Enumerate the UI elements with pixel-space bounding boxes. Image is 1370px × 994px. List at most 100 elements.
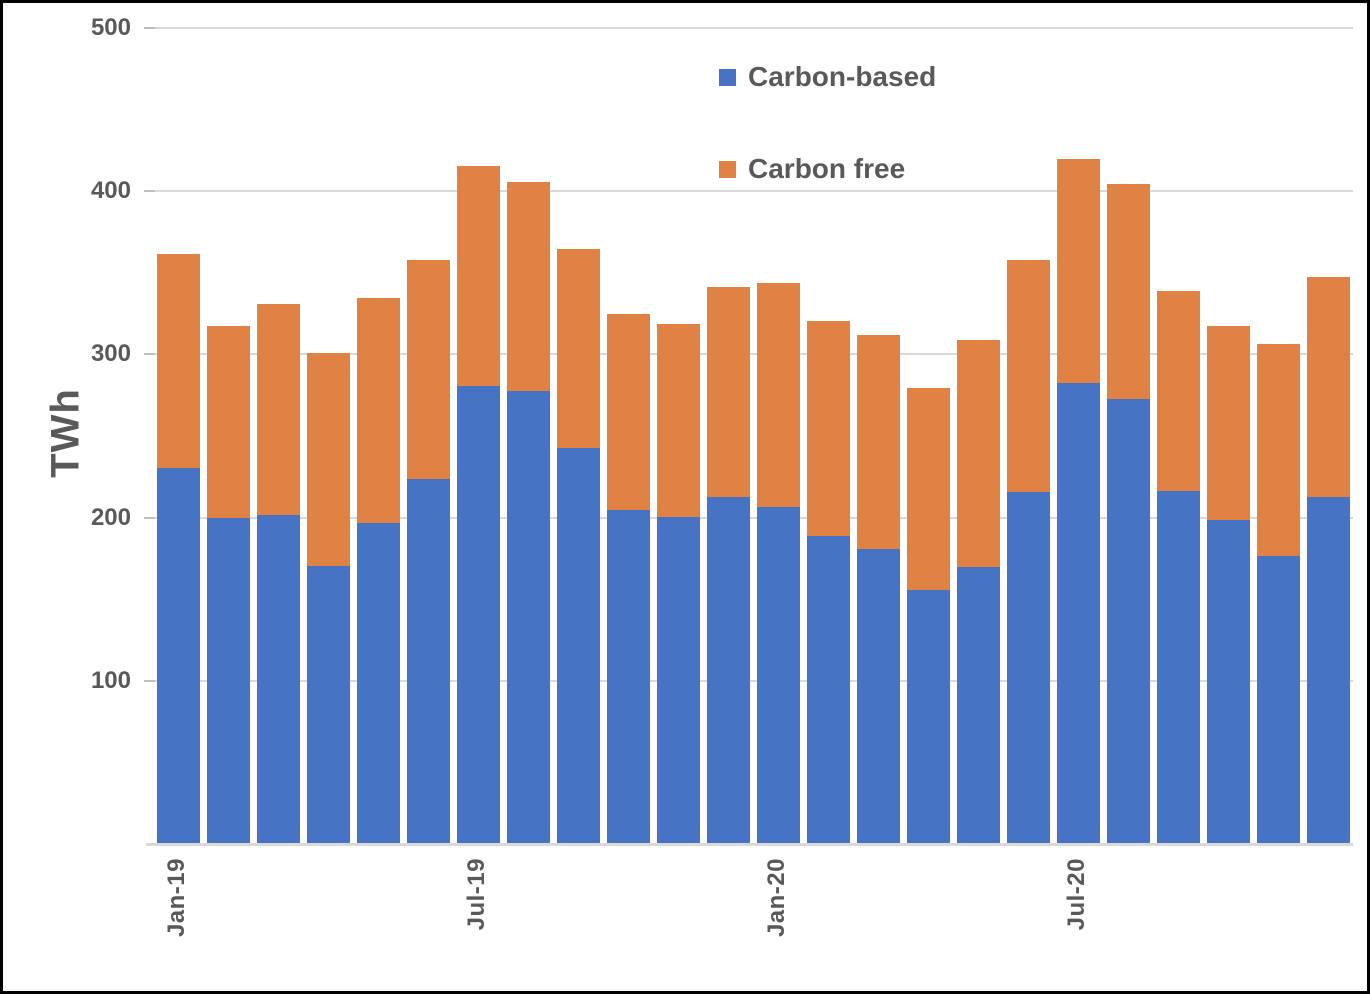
bar-segment-carbon-free-feb-19 bbox=[206, 325, 250, 519]
bar-segment-carbon-based-jul-20 bbox=[1056, 382, 1100, 843]
legend-label-carbon-based: Carbon-based bbox=[748, 61, 937, 92]
bar-segment-carbon-based-nov-19 bbox=[656, 516, 700, 843]
gridline-300 bbox=[146, 353, 1353, 356]
bar-segment-carbon-based-oct-20 bbox=[1206, 519, 1250, 843]
bar-group-jan-19 bbox=[156, 253, 200, 843]
bar-group-jun-20 bbox=[1006, 260, 1050, 843]
bar-segment-carbon-free-mar-19 bbox=[256, 304, 300, 515]
bar-segment-carbon-free-jan-19 bbox=[156, 253, 200, 468]
bar-group-may-20 bbox=[956, 340, 1000, 843]
bar-group-jan-20 bbox=[756, 283, 800, 843]
bar-group-oct-20 bbox=[1206, 325, 1250, 843]
bar-segment-carbon-based-dec-19 bbox=[706, 497, 750, 843]
bar-group-mar-19 bbox=[256, 304, 300, 843]
bar-segment-carbon-free-aug-20 bbox=[1106, 183, 1150, 400]
bar-group-sep-20 bbox=[1156, 291, 1200, 843]
bar-group-oct-19 bbox=[606, 314, 650, 843]
y-tick-mark-400 bbox=[144, 190, 155, 193]
bar-segment-carbon-free-jan-20 bbox=[756, 283, 800, 507]
bar-segment-carbon-free-jun-20 bbox=[1006, 260, 1050, 493]
bar-segment-carbon-free-jul-19 bbox=[456, 165, 500, 387]
carbon-free-swatch-icon bbox=[719, 160, 736, 178]
bar-segment-carbon-free-jun-19 bbox=[406, 260, 450, 480]
bar-segment-carbon-based-aug-20 bbox=[1106, 399, 1150, 843]
bar-group-feb-19 bbox=[206, 325, 250, 843]
bar-segment-carbon-based-jun-20 bbox=[1006, 492, 1050, 843]
bar-group-aug-20 bbox=[1106, 183, 1150, 843]
bar-segment-carbon-based-feb-19 bbox=[206, 518, 250, 843]
bar-segment-carbon-based-feb-20 bbox=[806, 536, 850, 843]
bar-group-feb-20 bbox=[806, 320, 850, 843]
bar-segment-carbon-based-sep-19 bbox=[556, 448, 600, 843]
bar-group-jul-20 bbox=[1056, 159, 1100, 843]
x-tick-label-jan-19: Jan-19 bbox=[163, 858, 190, 938]
bar-segment-carbon-free-sep-19 bbox=[556, 248, 600, 449]
bar-group-dec-20 bbox=[1306, 276, 1350, 843]
legend-label-carbon-free: Carbon free bbox=[748, 153, 906, 184]
legend-item-carbon-based: Carbon-based bbox=[719, 61, 936, 93]
bar-segment-carbon-based-oct-19 bbox=[606, 510, 650, 843]
bar-group-nov-19 bbox=[656, 324, 700, 843]
bar-segment-carbon-based-apr-20 bbox=[906, 590, 950, 843]
y-tick-label-100: 100 bbox=[90, 666, 131, 694]
bar-segment-carbon-based-sep-20 bbox=[1156, 490, 1200, 843]
bar-segment-carbon-free-feb-20 bbox=[806, 320, 850, 537]
bar-segment-carbon-free-may-19 bbox=[356, 297, 400, 524]
bar-segment-carbon-based-jan-20 bbox=[756, 506, 800, 843]
bar-segment-carbon-free-apr-20 bbox=[906, 387, 950, 591]
legend-item-carbon-free: Carbon free bbox=[719, 153, 936, 185]
x-tick-label-jul-19: Jul-19 bbox=[463, 858, 490, 931]
y-tick-label-500: 500 bbox=[90, 14, 131, 41]
bar-segment-carbon-based-mar-19 bbox=[256, 514, 300, 843]
bar-segment-carbon-based-apr-19 bbox=[306, 565, 350, 843]
carbon-based-swatch-icon bbox=[719, 68, 736, 86]
bar-segment-carbon-free-aug-19 bbox=[506, 182, 550, 391]
bar-segment-carbon-free-mar-20 bbox=[856, 335, 900, 550]
gridline-500 bbox=[146, 27, 1353, 29]
y-tick-label-300: 300 bbox=[90, 340, 131, 368]
x-tick-label-jul-20: Jul-20 bbox=[1063, 858, 1090, 931]
bar-segment-carbon-based-jul-19 bbox=[456, 386, 500, 843]
y-tick-label-400: 400 bbox=[90, 177, 131, 205]
y-axis-title: TWh bbox=[43, 388, 88, 478]
plot-area: 100 200 300 400 500 Jan-19 Jul-19 Jan-20 Jul-20 bbox=[91, 16, 1353, 937]
bar-segment-carbon-based-dec-20 bbox=[1306, 497, 1350, 843]
bar-segment-carbon-free-dec-20 bbox=[1306, 276, 1350, 498]
bar-group-may-19 bbox=[356, 297, 400, 843]
bar-group-aug-19 bbox=[506, 182, 550, 843]
bar-group-jun-19 bbox=[406, 260, 450, 843]
bar-group-mar-20 bbox=[856, 335, 900, 843]
legend: Carbon-based Carbon free bbox=[719, 61, 936, 245]
bar-group-dec-19 bbox=[706, 286, 750, 843]
bar-group-apr-20 bbox=[906, 387, 950, 843]
bar-segment-carbon-based-jun-19 bbox=[406, 479, 450, 843]
x-axis-line bbox=[146, 843, 1353, 846]
y-tick-mark-300 bbox=[144, 353, 155, 356]
y-tick-mark-100 bbox=[144, 679, 155, 682]
bar-segment-carbon-based-nov-20 bbox=[1256, 555, 1300, 843]
y-tick-mark-500 bbox=[144, 27, 155, 29]
bar-segment-carbon-free-apr-19 bbox=[306, 353, 350, 566]
bar-segment-carbon-free-oct-20 bbox=[1206, 325, 1250, 520]
bar-group-nov-20 bbox=[1256, 343, 1300, 843]
bar-segment-carbon-based-may-19 bbox=[356, 523, 400, 843]
gridline-200 bbox=[146, 516, 1353, 519]
bar-segment-carbon-free-sep-20 bbox=[1156, 291, 1200, 491]
gridline-100 bbox=[146, 679, 1353, 682]
bar-group-apr-19 bbox=[306, 353, 350, 843]
y-tick-mark-200 bbox=[144, 516, 155, 519]
bar-segment-carbon-free-nov-20 bbox=[1256, 343, 1300, 556]
bar-segment-carbon-free-jul-20 bbox=[1056, 159, 1100, 383]
bar-group-jul-19 bbox=[456, 165, 500, 843]
bar-segment-carbon-free-nov-19 bbox=[656, 324, 700, 517]
bar-segment-carbon-based-jan-19 bbox=[156, 467, 200, 843]
y-tick-label-200: 200 bbox=[90, 503, 131, 531]
bar-segment-carbon-based-may-20 bbox=[956, 567, 1000, 843]
bar-segment-carbon-based-mar-20 bbox=[856, 549, 900, 843]
gridline-400 bbox=[146, 190, 1353, 193]
bar-segment-carbon-free-may-20 bbox=[956, 340, 1000, 568]
x-tick-label-jan-20: Jan-20 bbox=[763, 858, 790, 938]
bar-group-sep-19 bbox=[556, 248, 600, 843]
bar-segment-carbon-based-aug-19 bbox=[506, 390, 550, 843]
